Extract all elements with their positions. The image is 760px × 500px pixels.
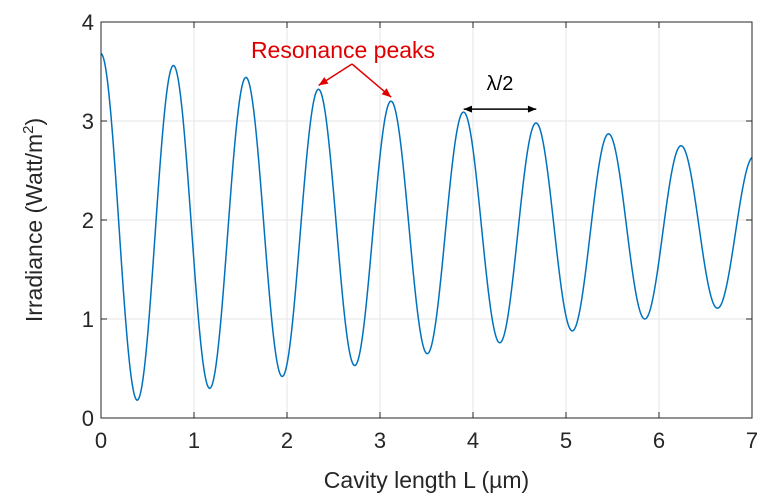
y-axis-title-main: Irradiance (Watt/m [21, 134, 47, 322]
x-axis-title: Cavity length L (µm) [324, 467, 529, 493]
y-tick-label: 1 [82, 307, 94, 332]
x-tick-label: 2 [281, 428, 293, 453]
x-tick-label: 3 [374, 428, 386, 453]
y-axis-title: Irradiance (Watt/m2) [20, 118, 47, 322]
resonance-arrowhead-right [381, 88, 392, 98]
resonance-peaks-label: Resonance peaks [251, 37, 435, 63]
x-tick-label: 5 [560, 428, 572, 453]
x-tick-label: 6 [653, 428, 665, 453]
y-tick-label: 0 [82, 406, 94, 431]
y-tick-labels: 0 1 2 3 4 [82, 10, 94, 431]
annotations: Resonance peaks λ/2 [251, 37, 537, 113]
y-axis-title-close: ) [21, 118, 47, 126]
axes [100, 21, 753, 419]
y-tick-label: 4 [82, 10, 94, 35]
y-tick-label: 3 [82, 109, 94, 134]
resonance-arrowhead-left [318, 77, 329, 86]
x-tick-label: 7 [746, 428, 758, 453]
x-tick-label: 4 [467, 428, 479, 453]
y-axis-title-superscript: 2 [20, 126, 37, 134]
x-tick-label: 0 [95, 428, 107, 453]
lambda-arrowhead-right [527, 105, 537, 113]
irradiance-series-line [100, 53, 753, 401]
lambda-arrowhead-left [463, 105, 472, 113]
y-tick-label: 2 [82, 208, 94, 233]
x-tick-labels: 0 1 2 3 4 5 6 7 [95, 428, 758, 453]
lambda-half-label: λ/2 [487, 73, 514, 95]
x-tick-label: 1 [188, 428, 200, 453]
